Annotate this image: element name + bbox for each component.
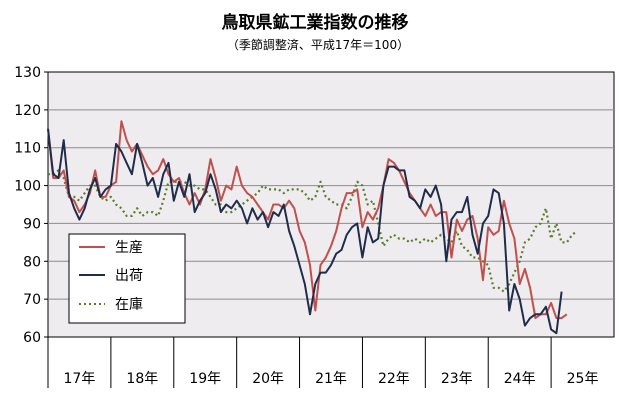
x-tick-label: 17年 [64, 371, 96, 387]
y-tick-label: 100 [14, 179, 41, 195]
y-tick-label: 70 [23, 292, 41, 308]
series-lines [47, 120, 578, 335]
y-tick-label: 130 [14, 65, 41, 81]
series-line-production [47, 120, 568, 320]
legend-label-shipment: 出荷 [115, 268, 143, 284]
y-tick-label: 120 [14, 103, 41, 119]
y-tick-label: 80 [23, 254, 41, 270]
legend: 生産 出荷 在庫 [68, 233, 186, 324]
x-tick-label: 18年 [126, 371, 158, 387]
y-tick-label: 60 [23, 330, 41, 346]
y-axis: 60 70 80 90 100 110 120 130 [14, 65, 48, 346]
legend-label-inventory: 在庫 [115, 296, 143, 313]
series-line-shipment [47, 128, 563, 335]
series-line-inventory [48, 169, 578, 293]
x-axis: 17年 18年 19年 20年 21年 22年 23年 24年 25年 [47, 337, 599, 388]
x-tick-label: 23年 [441, 371, 473, 387]
chart-title: 鳥取県鉱工業指数の推移 [222, 12, 409, 33]
x-tick-label: 25年 [567, 371, 599, 387]
legend-label-production: 生産 [115, 240, 143, 256]
chart-subtitle: （季節調整済、平成17年＝100） [227, 37, 409, 52]
x-tick-label: 22年 [378, 371, 410, 387]
x-tick-label: 19年 [189, 371, 221, 387]
x-tick-label: 21年 [315, 371, 347, 387]
y-tick-label: 110 [14, 141, 41, 157]
x-tick-label: 20年 [252, 371, 284, 387]
x-tick-label: 24年 [504, 371, 536, 387]
legend-box [68, 233, 186, 324]
y-tick-label: 90 [23, 216, 41, 232]
